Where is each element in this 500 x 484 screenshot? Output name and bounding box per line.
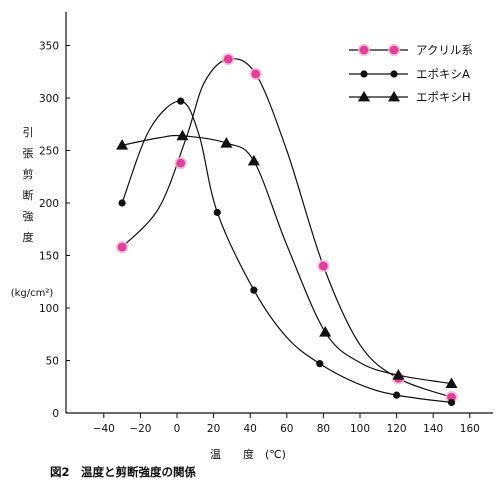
x-tick-label: 160 (460, 423, 480, 435)
point-acrylic-marker (447, 392, 456, 402)
series-epoxy-a (118, 97, 456, 407)
y-tick-label: 150 (39, 251, 59, 263)
y-tick-label: 100 (39, 303, 59, 315)
point-epoxy-a-marker (213, 208, 221, 217)
legend-item-epoxy-h: エポキシH (349, 90, 471, 104)
point-acrylic-marker (117, 242, 127, 252)
point-epoxy-h-marker (392, 369, 405, 380)
x-tick-label: 120 (387, 423, 407, 435)
legend-epoxy-a-marker (390, 70, 398, 78)
series-acrylic (115, 52, 458, 404)
y-label-char: 断 (23, 188, 34, 202)
series-lines (115, 52, 458, 407)
series-line-acrylic (121, 58, 452, 398)
legend-item-epoxy-a: エポキシA (349, 67, 470, 81)
x-axis-label: 温 度 (℃) (210, 447, 286, 461)
y-label-char: 引 (23, 125, 34, 139)
x-tick-label: 100 (350, 423, 370, 435)
y-tick-label: 50 (46, 356, 59, 368)
legend-epoxy-a-marker (360, 70, 368, 78)
x-tick-label: −40 (93, 423, 115, 435)
legend-acrylic-marker (359, 45, 369, 55)
point-epoxy-a-marker (250, 286, 258, 294)
point-epoxy-h-marker (247, 154, 260, 166)
x-tick-label: 20 (207, 423, 220, 435)
y-tick-label: 200 (39, 198, 59, 210)
y-unit-label: (kg/cm²) (11, 288, 54, 299)
x-tick-label: −20 (129, 423, 151, 435)
legend-item-acrylic: アクリル系 (349, 43, 473, 57)
point-epoxy-h-marker (176, 129, 189, 141)
point-epoxy-a-marker (177, 97, 185, 105)
y-tick-label: 300 (39, 93, 59, 105)
y-tick-label: 350 (39, 41, 59, 53)
legend-acrylic-marker (389, 45, 399, 55)
legend-label: エポキシH (416, 90, 471, 104)
point-epoxy-h-marker (445, 377, 458, 389)
y-label-char: 強 (23, 210, 34, 223)
series-epoxy-h (116, 129, 458, 389)
point-acrylic-marker (223, 54, 233, 64)
point-acrylic-marker (319, 261, 328, 271)
y-tick-label: 0 (52, 408, 59, 420)
x-tick-label: 40 (244, 423, 257, 435)
legend-epoxy-h-marker (357, 90, 371, 102)
point-epoxy-a-marker (118, 199, 126, 207)
point-epoxy-a-marker (393, 391, 401, 399)
point-acrylic-marker (176, 158, 186, 168)
point-epoxy-a-marker (316, 360, 324, 368)
point-epoxy-a-marker (447, 398, 456, 407)
x-tick-label: 140 (423, 423, 443, 435)
x-tick-label: 0 (174, 423, 181, 435)
x-tick-label: 80 (317, 423, 330, 435)
point-epoxy-h-marker (319, 326, 332, 337)
y-label-char: 剪 (23, 167, 34, 181)
series-line-epoxy-a (121, 100, 452, 404)
legend-label: エポキシA (416, 67, 470, 81)
point-acrylic-marker (251, 69, 261, 79)
series-line-epoxy-h (121, 134, 452, 385)
legend-label: アクリル系 (416, 43, 473, 57)
axes: 0 50 100 150 200 250 300 350 −40 −20 0 20 40 60 80 100 1… (39, 12, 493, 435)
y-label-char: 度 (23, 230, 34, 244)
y-label-char: 張 (23, 147, 34, 160)
point-epoxy-h-marker (116, 139, 129, 150)
y-tick-label: 250 (39, 146, 59, 158)
point-epoxy-h-marker (220, 137, 233, 148)
figure-caption: 図2 温度と剪断強度の関係 (50, 465, 197, 479)
x-tick-label: 60 (280, 423, 293, 435)
legend-epoxy-h-marker (387, 90, 401, 102)
